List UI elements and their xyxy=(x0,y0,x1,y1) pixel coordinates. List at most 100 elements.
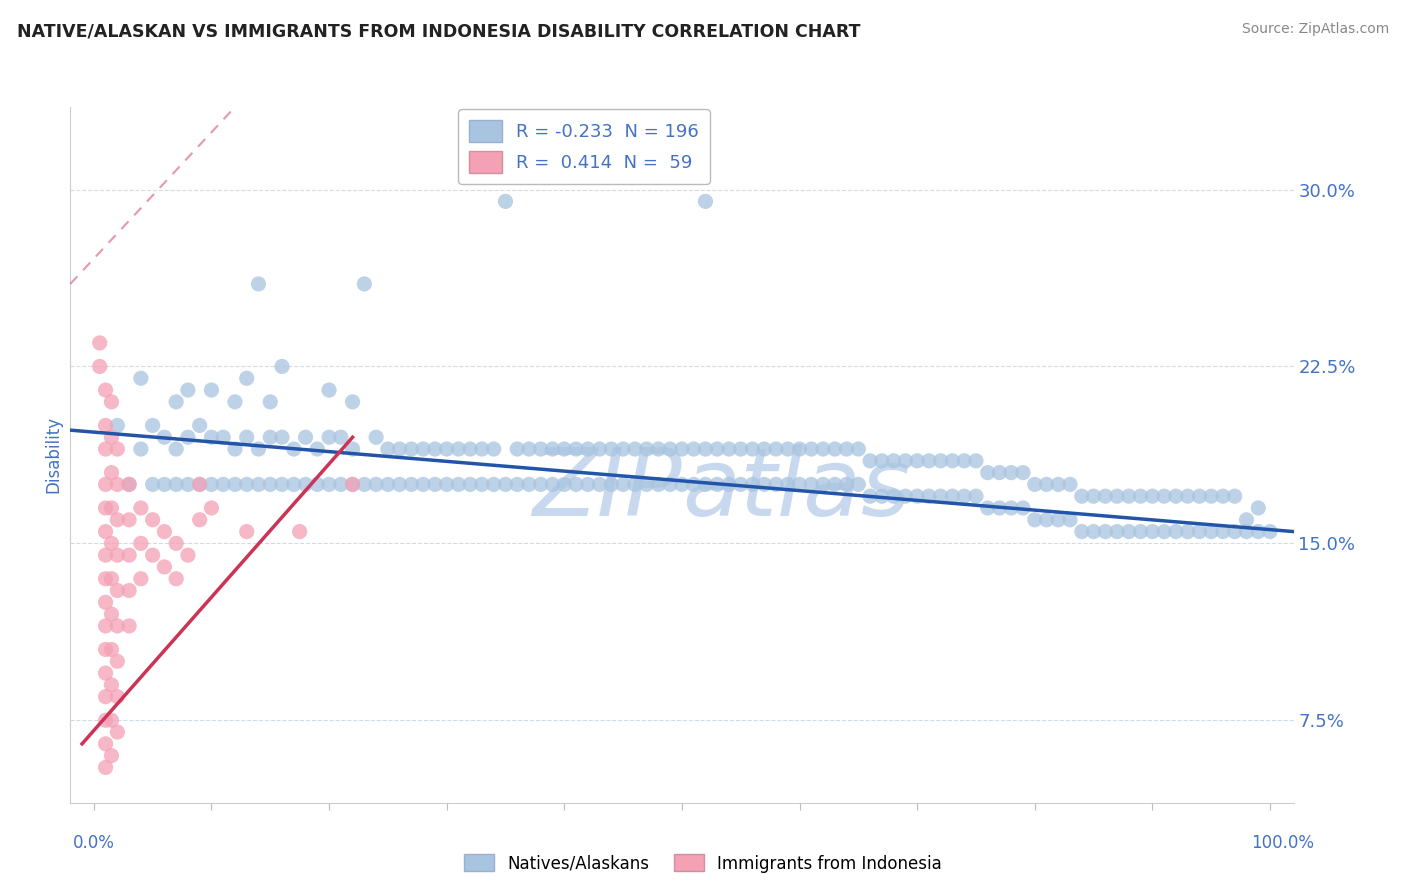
Point xyxy=(100,536,122,550)
Point xyxy=(706,442,728,456)
Point xyxy=(94,477,117,491)
Point xyxy=(224,477,246,491)
Point xyxy=(247,442,270,456)
Point xyxy=(307,477,329,491)
Point xyxy=(1035,513,1057,527)
Point xyxy=(918,489,941,503)
Point xyxy=(565,477,588,491)
Point xyxy=(100,642,122,657)
Point xyxy=(212,477,235,491)
Point xyxy=(870,489,893,503)
Point xyxy=(706,477,728,491)
Point xyxy=(271,359,294,374)
Point xyxy=(165,572,187,586)
Point xyxy=(1083,489,1105,503)
Point xyxy=(565,442,588,456)
Point xyxy=(941,454,963,468)
Point xyxy=(423,477,446,491)
Point xyxy=(377,477,399,491)
Point xyxy=(517,477,540,491)
Point xyxy=(118,619,141,633)
Point xyxy=(353,277,375,291)
Point xyxy=(94,737,117,751)
Point xyxy=(941,489,963,503)
Point xyxy=(471,442,494,456)
Point xyxy=(259,477,281,491)
Point xyxy=(447,477,470,491)
Point xyxy=(401,442,423,456)
Point xyxy=(1212,489,1234,503)
Point xyxy=(482,442,505,456)
Point xyxy=(294,477,316,491)
Point xyxy=(789,442,811,456)
Point xyxy=(342,477,364,491)
Point xyxy=(100,748,122,763)
Point xyxy=(1188,489,1211,503)
Point xyxy=(824,442,846,456)
Point xyxy=(105,654,128,668)
Point xyxy=(824,477,846,491)
Point xyxy=(129,371,152,385)
Point xyxy=(506,442,529,456)
Point xyxy=(177,430,200,444)
Point xyxy=(695,194,717,209)
Point xyxy=(288,524,311,539)
Point xyxy=(588,442,610,456)
Point xyxy=(894,454,917,468)
Point xyxy=(600,477,623,491)
Point xyxy=(1199,524,1222,539)
Point xyxy=(530,442,553,456)
Point xyxy=(235,430,257,444)
Point xyxy=(94,619,117,633)
Point xyxy=(695,477,717,491)
Point xyxy=(100,500,122,515)
Point xyxy=(482,477,505,491)
Point xyxy=(1024,513,1046,527)
Point xyxy=(553,442,575,456)
Point xyxy=(1153,489,1175,503)
Point xyxy=(1047,513,1070,527)
Text: 0.0%: 0.0% xyxy=(73,834,115,852)
Point xyxy=(576,477,599,491)
Point xyxy=(94,524,117,539)
Point xyxy=(541,477,564,491)
Point xyxy=(329,477,352,491)
Point xyxy=(105,418,128,433)
Point xyxy=(1035,477,1057,491)
Point xyxy=(94,383,117,397)
Legend: Natives/Alaskans, Immigrants from Indonesia: Natives/Alaskans, Immigrants from Indone… xyxy=(457,847,949,880)
Point xyxy=(153,524,176,539)
Point xyxy=(988,466,1011,480)
Point xyxy=(105,619,128,633)
Point xyxy=(1142,489,1164,503)
Point xyxy=(541,442,564,456)
Point xyxy=(247,277,270,291)
Point xyxy=(259,395,281,409)
Point xyxy=(105,513,128,527)
Point xyxy=(682,442,704,456)
Point xyxy=(1012,500,1035,515)
Point xyxy=(811,442,834,456)
Point xyxy=(495,477,517,491)
Point xyxy=(105,442,128,456)
Text: ZIP: ZIP xyxy=(533,444,682,535)
Point xyxy=(307,442,329,456)
Point xyxy=(1199,489,1222,503)
Point xyxy=(318,383,340,397)
Point xyxy=(129,500,152,515)
Point xyxy=(671,442,693,456)
Point xyxy=(412,477,434,491)
Point xyxy=(224,442,246,456)
Point xyxy=(846,477,869,491)
Point xyxy=(905,489,928,503)
Point xyxy=(118,477,141,491)
Point xyxy=(800,442,823,456)
Point xyxy=(530,477,553,491)
Legend: R = -0.233  N = 196, R =  0.414  N =  59: R = -0.233 N = 196, R = 0.414 N = 59 xyxy=(458,109,710,184)
Point xyxy=(741,442,763,456)
Point xyxy=(776,442,799,456)
Point xyxy=(100,607,122,621)
Point xyxy=(1000,466,1022,480)
Point xyxy=(342,395,364,409)
Point xyxy=(1047,477,1070,491)
